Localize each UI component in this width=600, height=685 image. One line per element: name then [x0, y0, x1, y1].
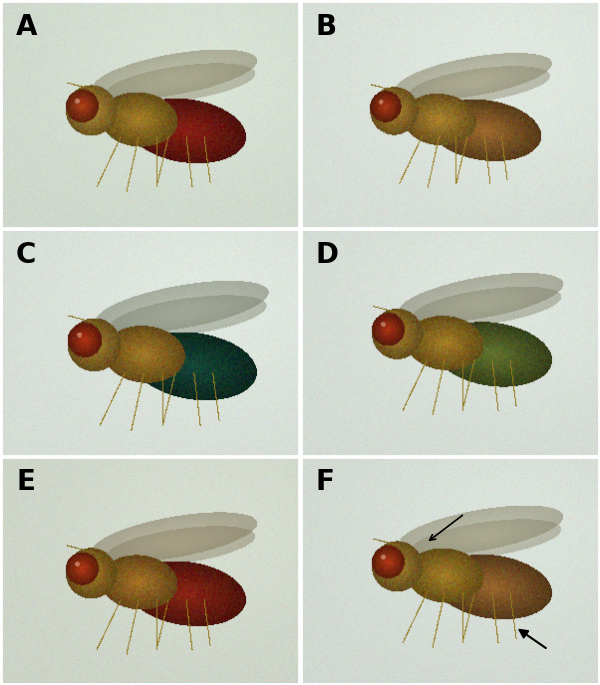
Text: A: A: [16, 13, 38, 40]
Text: B: B: [316, 13, 337, 40]
Text: C: C: [16, 240, 37, 269]
Text: E: E: [16, 469, 35, 497]
Text: D: D: [316, 240, 338, 269]
Text: F: F: [316, 469, 335, 497]
